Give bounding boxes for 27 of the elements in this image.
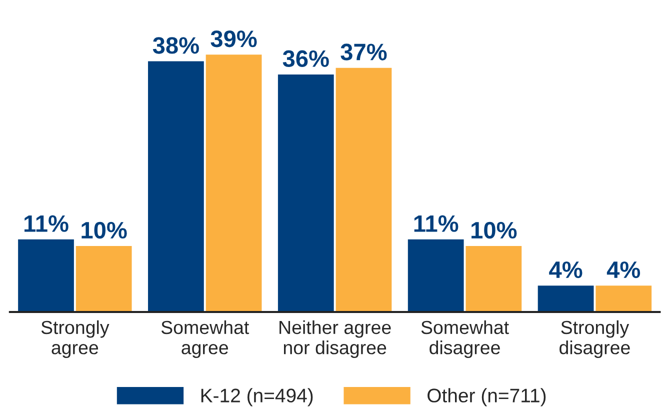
x-tick-label: Strongly disagree — [560, 320, 630, 358]
x-tick-label: Somewhat disagree — [421, 320, 509, 358]
data-label: 10% — [472, 222, 517, 239]
bar — [538, 286, 594, 312]
legend-label: K-12 (n=494) — [201, 388, 313, 406]
bar — [206, 54, 262, 312]
data-label: 11% — [24, 215, 68, 232]
bar — [278, 74, 334, 312]
data-label: 10% — [82, 222, 127, 239]
data-label: 4% — [549, 262, 582, 278]
bar — [408, 239, 464, 312]
data-label: 11% — [414, 215, 458, 232]
bar — [76, 246, 132, 312]
bar — [336, 68, 392, 312]
data-label: 36% — [282, 50, 329, 68]
x-tick-label: Somewhat agree — [161, 320, 250, 358]
x-tick-label: Neither agree nor disagree — [280, 320, 391, 358]
data-label: 4% — [606, 262, 640, 278]
bar — [148, 61, 204, 312]
bar — [18, 239, 74, 312]
bar — [466, 246, 522, 312]
x-tick-label: Strongly agree — [41, 320, 110, 358]
data-label: 38% — [152, 37, 199, 54]
legend-label: Other (n=711) — [428, 388, 546, 406]
data-label: 39% — [210, 30, 257, 48]
bar — [596, 286, 652, 312]
data-label: 37% — [340, 44, 387, 60]
